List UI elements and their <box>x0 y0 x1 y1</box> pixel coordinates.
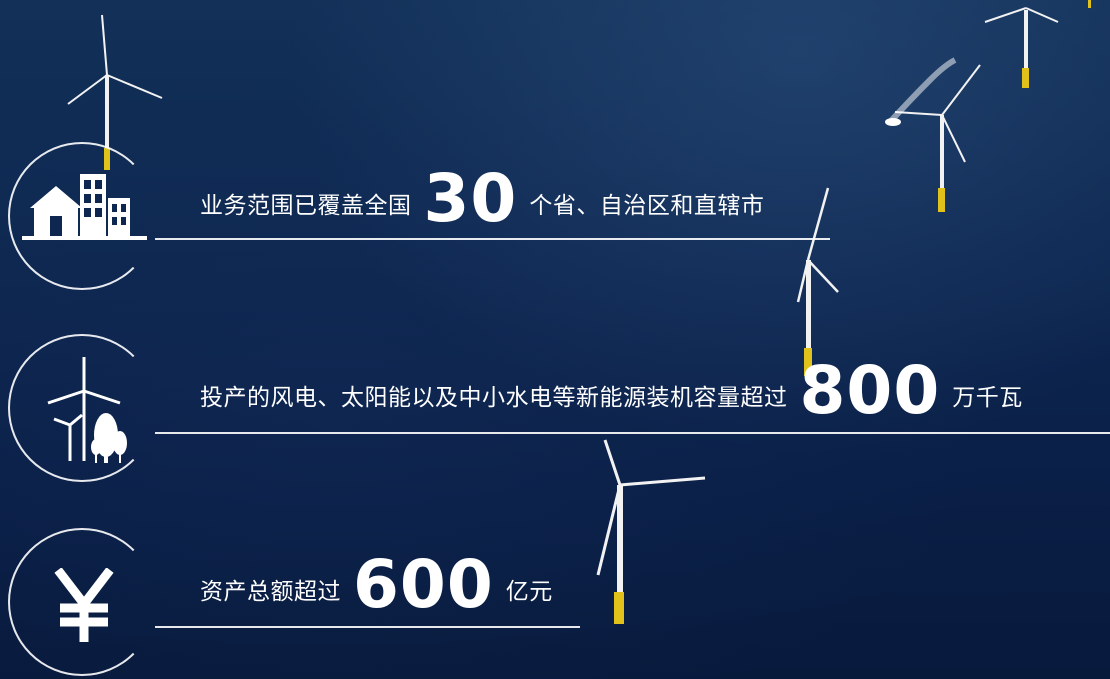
stat-suffix: 亿元 <box>505 579 553 605</box>
stat-number: 800 <box>799 352 941 429</box>
stat-suffix: 个省、自治区和直辖市 <box>529 193 765 219</box>
stat-number: 600 <box>353 546 494 623</box>
icon-circle <box>8 334 156 482</box>
yuan-icon <box>54 568 114 642</box>
stat-prefix: 业务范围已覆盖全国 <box>200 193 412 219</box>
wind-turbine-icon <box>47 357 127 463</box>
icon-circle <box>8 528 156 676</box>
stat-prefix: 资产总额超过 <box>200 579 341 605</box>
stat-suffix: 万千瓦 <box>952 385 1023 411</box>
buildings-icon <box>22 174 147 240</box>
icon-circle <box>8 142 156 290</box>
stat-prefix: 投产的风电、太阳能以及中小水电等新能源装机容量超过 <box>200 385 788 411</box>
stat-number: 30 <box>423 160 518 237</box>
